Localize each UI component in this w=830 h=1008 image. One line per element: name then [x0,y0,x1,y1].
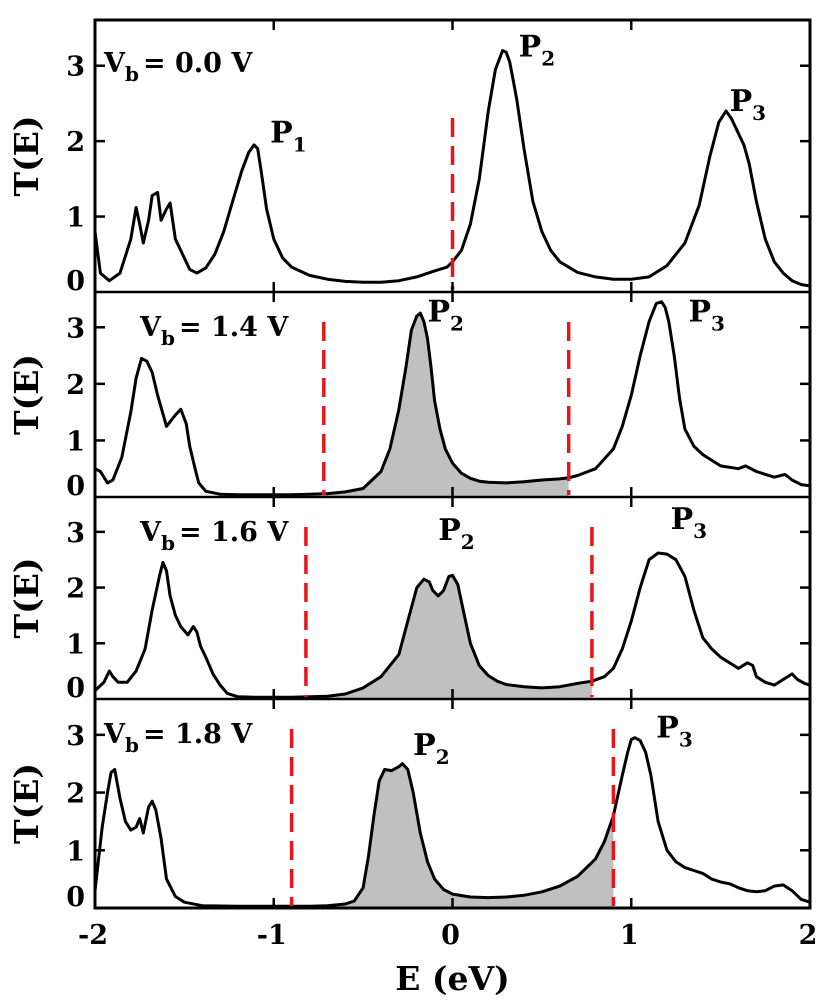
bias-label-value: = 1.6 V [179,517,289,548]
transmission-curve [95,551,810,699]
peak-label-p2: P2 [438,513,474,554]
y-tick-label: 3 [66,52,85,83]
y-tick-label: 1 [66,629,85,660]
transmission-curve [95,49,810,288]
y-axis-label: T(E) [7,763,46,844]
x-tick-label: -2 [78,920,108,951]
y-axis-label: T(E) [7,354,46,435]
transmission-curve [95,300,810,497]
peak-label-p3-sub: 3 [711,312,725,336]
y-tick-label: 0 [66,471,85,502]
bias-label: Vb = 1.4 V [139,312,289,350]
peak-label-p3-sub: 3 [693,519,707,543]
x-axis-label: E (eV) [395,959,509,998]
y-tick-label: 0 [66,266,85,297]
bias-label-value: = 1.8 V [143,719,253,750]
peak-label-p3: P3 [688,295,724,336]
y-axis-label: T(E) [7,558,46,639]
x-tick-label: 0 [441,920,460,951]
bias-label-value: = 1.4 V [179,312,289,343]
bias-label-main: V [103,719,126,750]
peak-label-p3-main: P [688,295,711,330]
y-tick-label: 0 [66,673,85,704]
bias-label-sub: b [125,62,139,86]
peak-label-p2-main: P [413,728,436,763]
x-tick-label: 2 [799,920,818,951]
peak-label-p2-sub: 2 [541,47,555,71]
bias-label-main: V [103,48,126,79]
peak-label-p1-main: P [270,116,293,151]
peak-label-p2: P2 [427,295,463,336]
peak-label-p3: P3 [671,502,707,543]
y-tick-label: 1 [66,203,85,234]
y-tick-label: 2 [66,127,85,158]
peak-label-p3-main: P [656,711,679,746]
y-tick-label: 1 [66,426,85,457]
bias-label: Vb = 1.8 V [103,719,253,757]
transmission-curve [95,736,810,908]
bias-label-value: = 0.0 V [143,48,253,79]
peak-label-p3-sub: 3 [679,728,693,752]
y-tick-label: 1 [66,836,85,867]
peak-label-p2-sub: 2 [461,530,475,554]
peak-label-p2: P2 [519,30,555,71]
peak-label-p3: P3 [656,711,692,752]
peak-label-p1-sub: 1 [293,133,307,157]
bias-label-sub: b [125,733,139,757]
x-tick-label: -1 [257,920,287,951]
y-tick-label: 2 [66,370,85,401]
bias-label: Vb = 1.6 V [139,517,289,555]
bias-label-sub: b [161,326,175,350]
y-tick-label: 2 [66,779,85,810]
shaded-bias-window [291,763,614,908]
peak-label-p2-main: P [519,30,542,65]
peak-label-p2: P2 [413,728,449,769]
y-tick-label: 3 [66,313,85,344]
bias-label-sub: b [161,531,175,555]
peak-label-p3-main: P [671,502,694,537]
shaded-bias-window [323,313,569,497]
bias-label-main: V [139,517,162,548]
y-tick-label: 0 [66,882,85,913]
peak-label-p2-main: P [427,295,450,330]
peak-label-p2-sub: 2 [450,312,464,336]
shaded-bias-window [305,575,592,699]
y-axis-label: T(E) [7,116,46,197]
peak-label-p2-sub: 2 [436,745,450,769]
y-tick-label: 3 [66,721,85,752]
peak-label-p2-main: P [438,513,461,548]
bias-label-main: V [139,312,162,343]
peak-label-p3-main: P [730,84,753,119]
bias-label: Vb = 0.0 V [103,48,253,86]
peak-label-p1: P1 [270,116,306,157]
peak-label-p3-sub: 3 [752,101,766,125]
peak-label-p3: P3 [730,84,766,125]
x-tick-label: 1 [620,920,639,951]
y-tick-label: 3 [66,518,85,549]
plot-frame [93,18,812,910]
y-tick-label: 2 [66,574,85,605]
